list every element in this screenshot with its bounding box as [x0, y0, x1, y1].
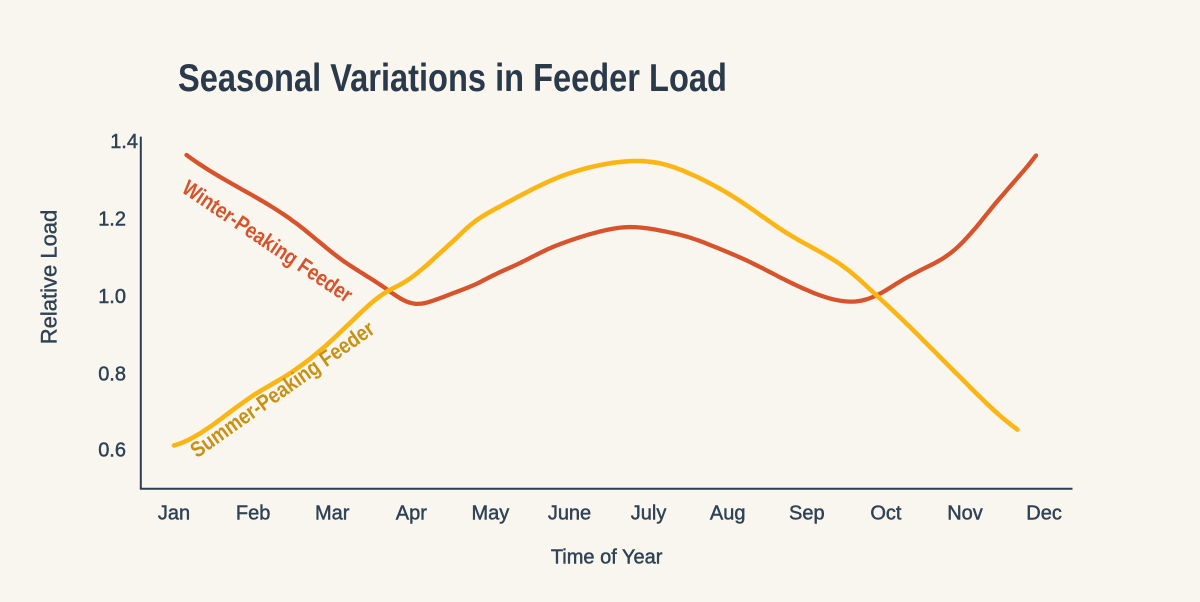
svg-text:1.0: 1.0	[98, 286, 126, 308]
svg-text:0.6: 0.6	[98, 440, 126, 462]
svg-text:July: July	[631, 503, 667, 525]
svg-text:1.4: 1.4	[110, 131, 138, 153]
svg-text:Oct: Oct	[870, 503, 902, 525]
svg-text:Relative Load: Relative Load	[37, 210, 62, 345]
svg-text:1.2: 1.2	[98, 209, 126, 231]
svg-text:0.8: 0.8	[98, 363, 126, 385]
svg-text:Time of Year: Time of Year	[551, 547, 663, 569]
svg-text:Feb: Feb	[236, 503, 270, 525]
svg-text:Mar: Mar	[315, 503, 350, 525]
svg-text:Apr: Apr	[396, 503, 427, 525]
svg-text:Dec: Dec	[1026, 503, 1062, 525]
svg-text:June: June	[548, 503, 591, 525]
svg-text:Jan: Jan	[158, 503, 190, 525]
svg-text:Nov: Nov	[947, 503, 983, 525]
svg-text:Seasonal Variations in Feeder: Seasonal Variations in Feeder Load	[178, 55, 727, 99]
svg-text:Aug: Aug	[710, 503, 746, 525]
svg-text:Sep: Sep	[789, 503, 825, 525]
svg-text:May: May	[472, 503, 510, 525]
